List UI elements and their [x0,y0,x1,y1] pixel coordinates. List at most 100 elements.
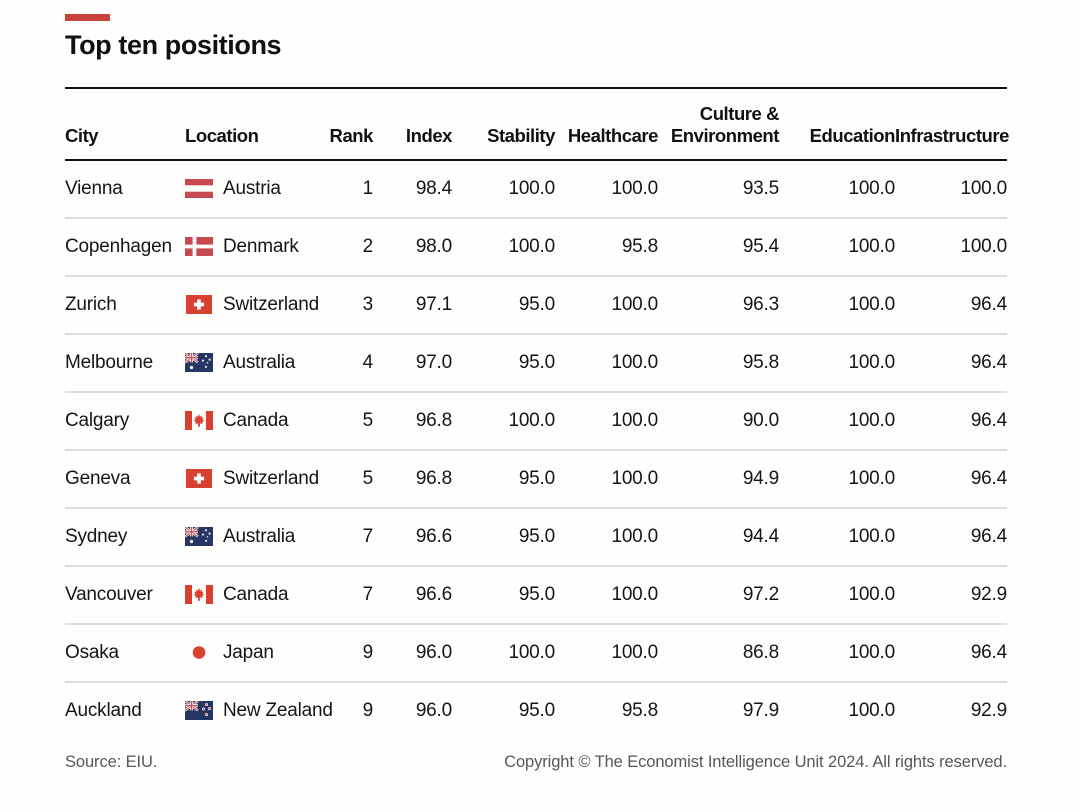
country-name: Denmark [223,235,299,257]
rankings-table: City Location Rank Index Stability Healthcare… [65,87,1009,740]
column-header-index: Index [405,124,453,146]
location-cell: Switzerland [185,274,325,334]
index-cell: 97.0 [373,332,452,392]
location-cell: Denmark [185,216,325,276]
city-cell: Vancouver [65,564,185,624]
city-cell: Copenhagen [65,216,185,276]
table-body: Vienna Austria 1 98.4 100.0 100.0 93.5 100.0 100… [65,160,1007,740]
infrastructure-cell: 96.4 [895,274,1007,334]
education-cell: 100.0 [779,622,895,682]
culture-environment-cell: 95.8 [658,332,779,392]
country-name: Canada [223,409,289,431]
column-header-healthcare: Healthcare [567,124,659,146]
rank-cell: 5 [325,448,373,508]
stability-cell: 95.0 [452,564,555,624]
culture-environment-cell: 94.4 [658,506,779,566]
rank-cell: 9 [325,680,373,740]
country-name: New Zealand [223,700,333,722]
table-header: City Location Rank Index Stability Healthcare… [65,88,1009,160]
flag-australia-icon [185,526,213,546]
column-header-city: City [65,124,99,146]
country-name: Switzerland [223,467,320,489]
infrastructure-cell: 100.0 [895,216,1007,276]
culture-environment-cell: 90.0 [658,390,779,450]
index-cell: 96.0 [373,680,452,740]
flag-canada-icon [185,584,213,604]
infrastructure-cell: 96.4 [895,332,1007,392]
location-cell: Canada [185,390,325,450]
index-cell: 98.0 [373,216,452,276]
stability-cell: 100.0 [452,216,555,276]
column-header-location: Location [185,124,259,146]
culture-environment-cell: 86.8 [658,622,779,682]
index-cell: 98.4 [415,177,452,199]
table-row: Auckland New Zealand 9 96.0 95.0 95.8 97.9 100.… [65,680,1007,740]
education-cell: 100.0 [779,390,895,450]
table-row: Geneva Switzerland 5 96.8 95.0 100.0 94.9 100.0… [65,448,1007,508]
location-cell: Austria [185,160,325,218]
city-cell: Calgary [65,390,185,450]
copyright-note: Copyright © The Economist Intelligence U… [504,752,1007,771]
flag-austria-icon [185,178,213,198]
stability-cell: 95.0 [452,680,555,740]
footer: Source: EIU. Copyright © The Economist I… [65,753,1007,772]
education-cell: 100.0 [779,216,895,276]
column-header-infrastructure: Infrastructure [895,124,1009,146]
education-cell: 100.0 [779,274,895,334]
city-cell: Zurich [65,274,185,334]
city-cell: Osaka [65,622,185,682]
flag-new-zealand-icon [185,701,213,721]
rank-cell: 7 [325,506,373,566]
country-name: Australia [223,525,296,547]
culture-environment-cell: 97.2 [658,564,779,624]
country-name: Canada [223,583,289,605]
education-cell: 100.0 [779,680,895,740]
healthcare-cell: 100.0 [555,622,658,682]
table-row: Sydney Australia 7 96.6 95.0 100.0 94.4 100.0 96… [65,506,1007,566]
stability-cell: 100.0 [452,622,555,682]
city-cell: Sydney [65,506,185,566]
index-cell: 96.8 [373,390,452,450]
rank-cell: 2 [325,216,373,276]
location-cell: Australia [185,332,325,392]
country-name: Switzerland [223,293,320,315]
city-cell: Melbourne [65,332,185,392]
rank-cell: 7 [325,564,373,624]
flag-switzerland-icon [185,468,213,488]
rank-cell: 3 [325,274,373,334]
infrastructure-cell: 100.0 [960,177,1007,199]
education-cell: 100.0 [779,564,895,624]
education-cell: 100.0 [848,177,895,199]
table-row: Calgary Canada 5 96.8 100.0 100.0 90.0 100.0 96.… [65,390,1007,450]
healthcare-cell: 100.0 [555,506,658,566]
infrastructure-cell: 92.9 [895,680,1007,740]
country-name: Japan [223,641,274,663]
flag-denmark-icon [185,236,213,256]
healthcare-cell: 100.0 [555,390,658,450]
city-cell: Vienna [65,177,123,199]
index-cell: 96.0 [373,622,452,682]
culture-environment-cell: 96.3 [658,274,779,334]
stability-cell: 95.0 [452,506,555,566]
location-cell: Japan [185,622,325,682]
culture-environment-cell: 94.9 [658,448,779,508]
location-cell: Australia [185,506,325,566]
table-row: Vienna Austria 1 98.4 100.0 100.0 93.5 100.0 100… [65,160,1007,218]
chart-container: Top ten positions City Location Rank Index S… [65,14,1009,772]
culture-environment-cell: 93.5 [742,177,779,199]
rank-cell: 5 [325,390,373,450]
rank-cell: 9 [325,622,373,682]
culture-environment-cell: 97.9 [658,680,779,740]
healthcare-cell: 100.0 [555,274,658,334]
column-header-stability: Stability [487,124,555,146]
city-cell: Geneva [65,448,185,508]
city-cell: Auckland [65,680,185,740]
flag-japan-icon [185,643,213,662]
infrastructure-cell: 96.4 [895,390,1007,450]
stability-cell: 100.0 [452,390,555,450]
index-cell: 97.1 [373,274,452,334]
stability-cell: 95.0 [452,274,555,334]
accent-bar [65,14,110,21]
healthcare-cell: 95.8 [555,216,658,276]
chart-title: Top ten positions [65,30,282,60]
